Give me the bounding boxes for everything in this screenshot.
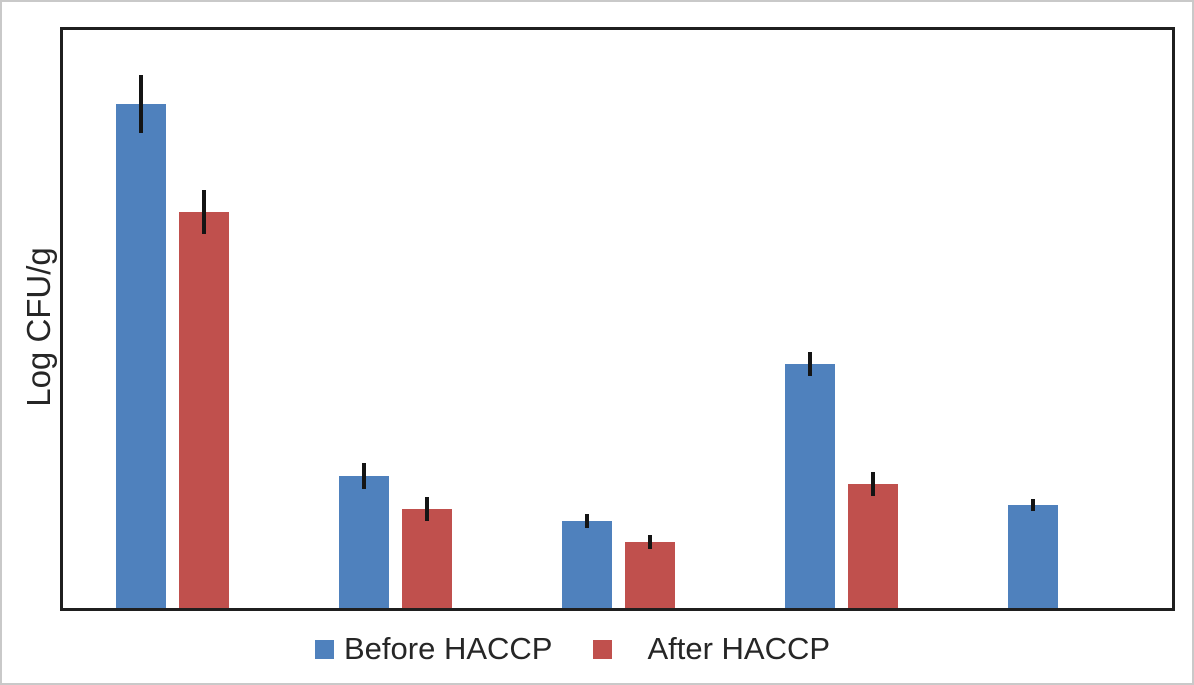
bar-before-haccp-group-2 [339, 476, 389, 608]
bar-before-haccp-group-5 [1008, 505, 1058, 608]
plot-area [60, 27, 1175, 611]
error-bar-before-haccp-group-5 [1031, 499, 1035, 511]
bar-before-haccp-group-3 [562, 521, 612, 608]
error-bar-after-haccp-group-1 [202, 190, 206, 234]
legend-label-before-haccp: Before HACCP [344, 631, 553, 666]
bar-before-haccp-group-1 [116, 104, 166, 608]
error-bar-after-haccp-group-3 [648, 535, 652, 549]
error-bar-before-haccp-group-2 [362, 463, 366, 489]
error-bar-before-haccp-group-4 [808, 352, 812, 376]
legend-label-after-haccp: After HACCP [647, 631, 831, 666]
bar-after-haccp-group-3 [625, 542, 675, 608]
legend-swatch-after-haccp [593, 639, 613, 659]
y-axis-label: Log CFU/g [20, 247, 57, 407]
bar-after-haccp-group-4 [848, 484, 898, 608]
bar-before-haccp-group-4 [785, 364, 835, 608]
legend: Before HACCP After HACCP [315, 631, 831, 666]
bar-after-haccp-group-1 [179, 212, 229, 608]
legend-swatch-before-haccp [315, 639, 334, 659]
error-bar-after-haccp-group-2 [425, 497, 429, 521]
bar-after-haccp-group-2 [402, 509, 452, 608]
error-bar-after-haccp-group-4 [871, 472, 875, 496]
error-bar-before-haccp-group-1 [139, 75, 143, 133]
error-bar-before-haccp-group-3 [585, 514, 589, 528]
